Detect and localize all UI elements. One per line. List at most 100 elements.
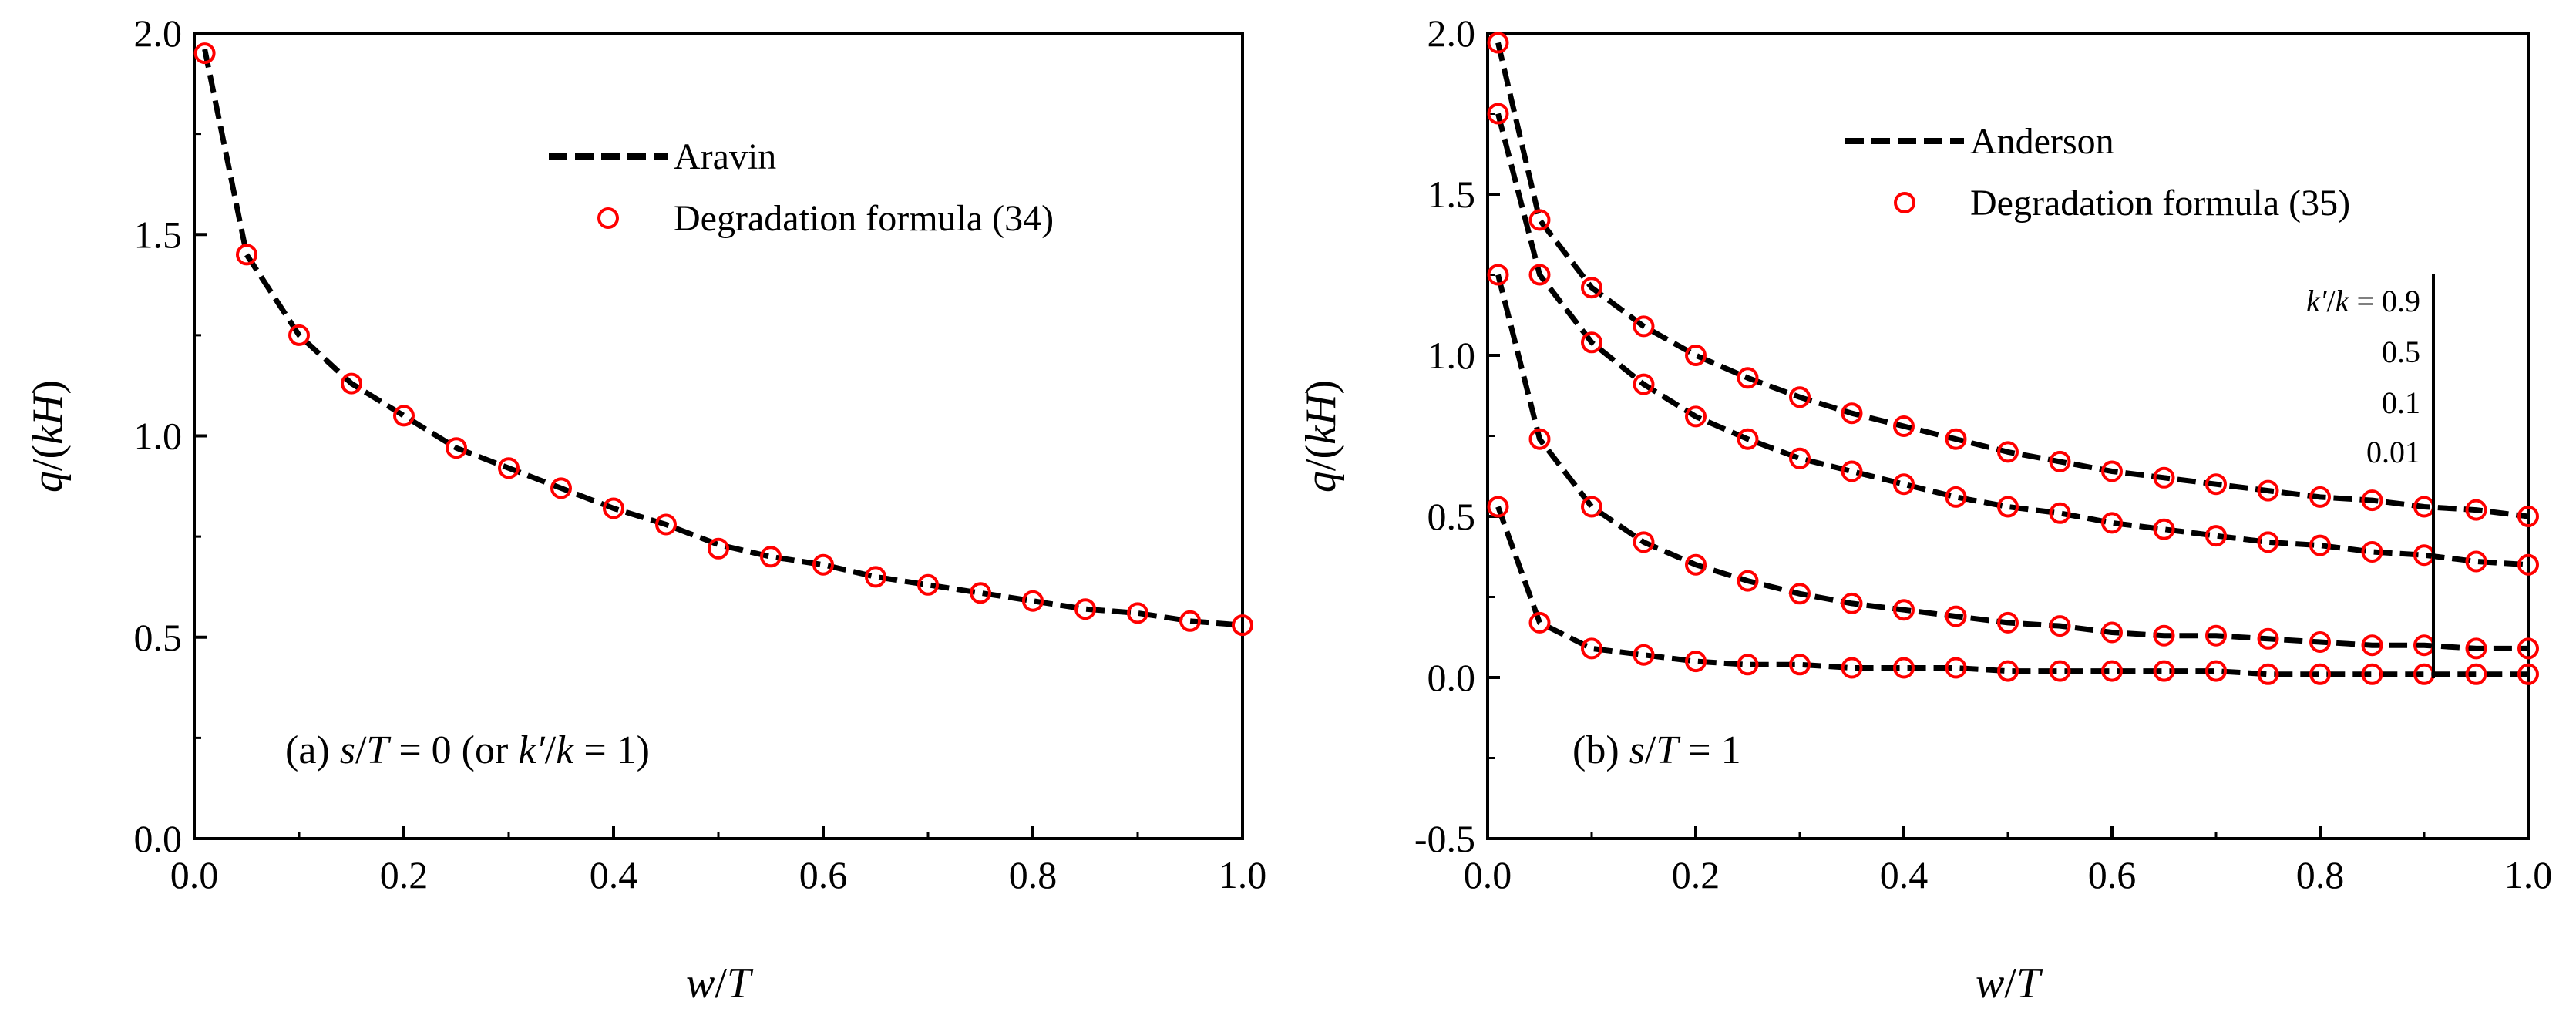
data-point-marker bbox=[1022, 590, 1044, 612]
data-point-marker bbox=[1528, 428, 1551, 450]
data-point-marker bbox=[2465, 663, 2487, 685]
data-point-marker bbox=[1685, 553, 1707, 576]
data-point-marker bbox=[1945, 605, 1967, 627]
panel-b-lines bbox=[1495, 42, 2529, 677]
panel-b-x-axis-label: w/T bbox=[1976, 960, 2043, 1007]
data-point-marker bbox=[708, 537, 729, 560]
data-point-marker bbox=[1127, 602, 1148, 624]
data-point-marker bbox=[550, 477, 572, 499]
data-point-marker bbox=[1685, 345, 1707, 366]
y-tick-label: -0.5 bbox=[1414, 817, 1475, 860]
panel-b-label: (b) s/T = 1 bbox=[1572, 728, 1741, 772]
data-point-marker bbox=[1179, 610, 1201, 632]
data-point-marker bbox=[1633, 644, 1655, 666]
x-tick-label: 1.0 bbox=[2504, 853, 2553, 896]
series-line-4 bbox=[1495, 506, 2528, 677]
data-point-marker bbox=[1528, 264, 1551, 286]
data-point-marker bbox=[1581, 277, 1602, 299]
data-point-marker bbox=[2257, 627, 2279, 650]
series-line-1 bbox=[1495, 42, 2529, 519]
y-tick-label: 2.0 bbox=[134, 12, 183, 55]
data-point-marker bbox=[1633, 531, 1655, 553]
data-point-marker bbox=[2205, 660, 2227, 682]
data-point-marker bbox=[2153, 466, 2175, 489]
data-point-marker bbox=[1232, 614, 1253, 637]
series-line-3 bbox=[1495, 274, 2528, 651]
data-point-marker bbox=[2101, 621, 2123, 644]
legend-b-marker-swatch bbox=[1894, 192, 1915, 213]
data-point-marker bbox=[2361, 634, 2383, 657]
data-point-marker bbox=[1737, 428, 1759, 450]
data-point-marker bbox=[2101, 660, 2123, 682]
panel-a-label: (a) s/T = 0 (or k′/k = 1) bbox=[285, 728, 650, 772]
y-tick-label: 1.5 bbox=[134, 213, 183, 256]
annotation-k-ratio-value: 0.1 bbox=[2382, 385, 2420, 420]
data-point-marker bbox=[2205, 525, 2227, 547]
data-point-marker bbox=[1789, 583, 1811, 605]
data-point-marker bbox=[1997, 660, 2019, 682]
data-point-marker bbox=[1528, 611, 1551, 634]
data-point-marker bbox=[1893, 599, 1915, 621]
panel-a-y-axis-label: q/(kH) bbox=[24, 380, 72, 493]
data-point-marker bbox=[1528, 209, 1551, 231]
data-point-marker bbox=[446, 437, 467, 459]
legend-b-line-label: Anderson bbox=[1970, 121, 2114, 162]
data-point-marker bbox=[1789, 654, 1811, 676]
data-point-marker bbox=[1737, 654, 1759, 676]
annotation-k-ratio-value: 0.01 bbox=[2366, 435, 2420, 469]
y-tick-label: 2.0 bbox=[1428, 12, 1476, 55]
x-tick-label: 0.6 bbox=[799, 853, 848, 896]
series-line-2 bbox=[1495, 113, 2529, 568]
data-point-marker bbox=[2309, 631, 2331, 653]
data-point-marker bbox=[1633, 373, 1655, 395]
x-tick-label: 0.8 bbox=[2296, 853, 2345, 896]
annotation-k-ratio-label: k′/k = 0.9 bbox=[2306, 284, 2420, 318]
data-point-marker bbox=[1893, 415, 1915, 437]
data-point-marker bbox=[1581, 331, 1602, 354]
data-point-marker bbox=[970, 582, 991, 604]
x-tick-label: 0.4 bbox=[590, 853, 638, 896]
panel-b-y-ticks: -0.5 0.0 0.5 1.0 1.5 2.0 bbox=[1414, 12, 1500, 860]
data-point-marker bbox=[2257, 479, 2279, 502]
data-point-marker bbox=[2361, 489, 2383, 512]
data-point-marker bbox=[498, 457, 520, 479]
data-point-marker bbox=[2049, 615, 2071, 637]
data-point-marker bbox=[2309, 486, 2331, 508]
x-tick-label: 0.2 bbox=[1672, 853, 1720, 896]
x-tick-label: 0.4 bbox=[1880, 853, 1929, 896]
data-point-marker bbox=[2257, 531, 2279, 553]
legend-a-line-label: Aravin bbox=[674, 136, 776, 177]
panel-a-y-ticks: 0.0 0.5 1.0 1.5 2.0 bbox=[134, 12, 207, 860]
data-point-marker bbox=[1737, 570, 1759, 592]
data-point-marker bbox=[1789, 386, 1811, 408]
data-point-marker bbox=[655, 513, 677, 536]
y-tick-label: 0.5 bbox=[1428, 495, 1476, 538]
data-point-marker bbox=[1893, 473, 1915, 496]
data-point-marker bbox=[1893, 657, 1915, 679]
panel-a-lines bbox=[202, 49, 1243, 628]
data-point-marker bbox=[341, 372, 362, 395]
panel-a: 0.0 0.2 0.4 0.6 0.8 1.0 0.0 0.5 1.0 1.5 2.0 Aravi… bbox=[24, 12, 1266, 1007]
data-point-marker bbox=[1487, 264, 1509, 286]
data-point-marker bbox=[2517, 637, 2539, 660]
x-tick-label: 0.0 bbox=[1464, 853, 1512, 896]
data-point-marker bbox=[1789, 447, 1811, 469]
panel-a-x-ticks: 0.0 0.2 0.4 0.6 0.8 1.0 bbox=[170, 826, 1266, 896]
y-tick-label: 0.0 bbox=[134, 817, 183, 860]
data-point-marker bbox=[236, 244, 257, 266]
data-point-marker bbox=[2465, 550, 2487, 573]
data-point-marker bbox=[603, 497, 624, 519]
data-point-marker bbox=[1997, 611, 2019, 634]
data-point-marker bbox=[2465, 637, 2487, 660]
data-point-marker bbox=[2101, 460, 2123, 482]
data-point-marker bbox=[2049, 450, 2071, 472]
data-point-marker bbox=[2517, 663, 2539, 685]
data-point-marker bbox=[1841, 402, 1863, 425]
data-point-marker bbox=[1487, 103, 1509, 125]
data-point-marker bbox=[1487, 32, 1509, 54]
data-point-marker bbox=[760, 546, 782, 568]
legend-a-marker-swatch bbox=[597, 207, 619, 229]
data-point-marker bbox=[917, 573, 939, 596]
